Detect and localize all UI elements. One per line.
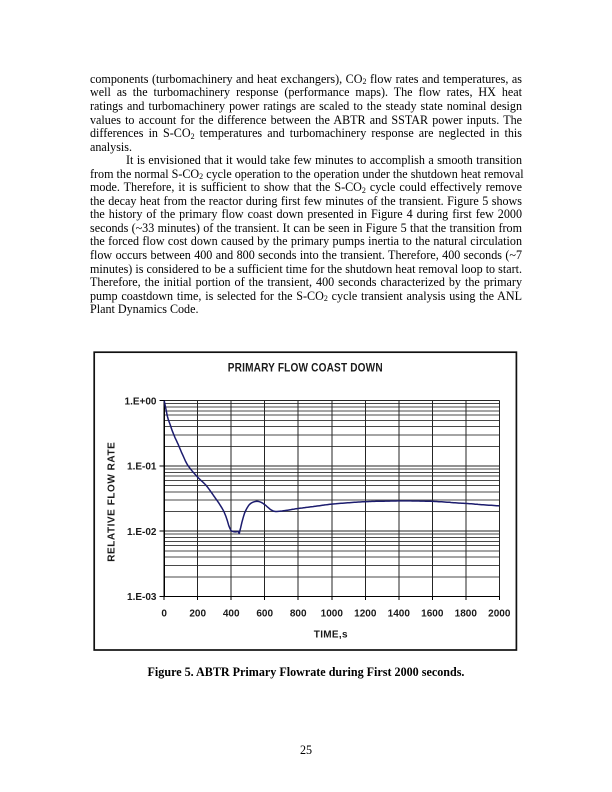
- svg-text:TIME,s: TIME,s: [314, 629, 348, 640]
- svg-text:1200: 1200: [354, 609, 377, 620]
- svg-text:200: 200: [189, 609, 206, 620]
- svg-text:1.E+00: 1.E+00: [125, 396, 157, 407]
- svg-text:800: 800: [290, 609, 307, 620]
- svg-text:2000: 2000: [488, 609, 511, 620]
- svg-text:1800: 1800: [455, 609, 478, 620]
- svg-text:600: 600: [256, 609, 273, 620]
- svg-text:1600: 1600: [421, 609, 444, 620]
- svg-text:400: 400: [223, 609, 240, 620]
- svg-text:1.E-02: 1.E-02: [127, 527, 157, 538]
- svg-text:PRIMARY FLOW COAST DOWN: PRIMARY FLOW COAST DOWN: [228, 362, 383, 375]
- svg-text:1000: 1000: [321, 609, 344, 620]
- svg-text:1.E-01: 1.E-01: [127, 462, 157, 473]
- svg-text:1400: 1400: [388, 609, 411, 620]
- svg-text:1.E-03: 1.E-03: [127, 592, 157, 603]
- svg-text:RELATIVE FLOW RATE: RELATIVE FLOW RATE: [107, 442, 118, 562]
- svg-text:0: 0: [161, 609, 167, 620]
